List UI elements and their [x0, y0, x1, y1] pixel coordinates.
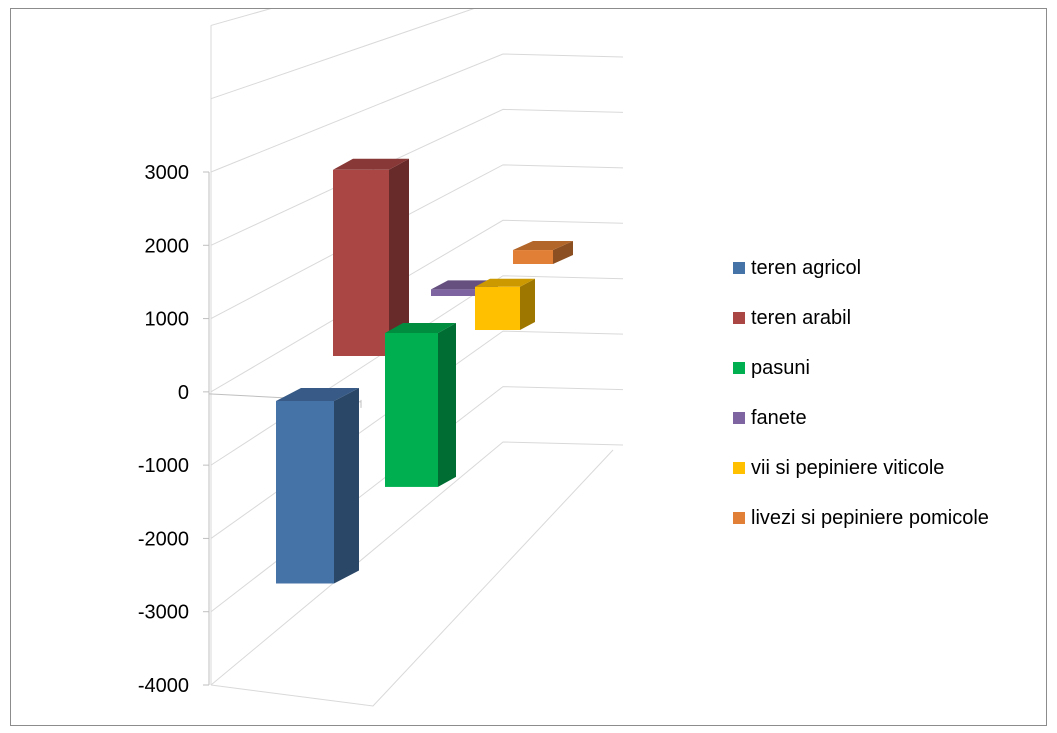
floor-edge: [210, 449, 614, 707]
bar-top: [385, 323, 456, 333]
gridline: [210, 108, 624, 246]
legend-label: teren agricol: [751, 256, 862, 279]
bar-side: [334, 388, 359, 584]
value-axis: 3000 2000 1000 0 -1000 -2000 -3000 -4000: [138, 162, 362, 697]
bar-front: [385, 333, 438, 487]
gridline: [210, 219, 624, 393]
bar-teren-arabil: [333, 158, 409, 356]
bars: [276, 158, 573, 584]
bar-pasuni: [385, 323, 456, 487]
legend-item-livezi-si-pepiniere-pomicole: livezi si pepiniere pomicole: [733, 493, 1057, 543]
legend-item-pasuni: pasuni: [733, 343, 1057, 393]
y-tick-label: 3000: [145, 162, 190, 184]
gridline: [210, 9, 272, 26]
bar-vii-si-pepiniere-viticole: [475, 278, 535, 330]
legend-label: fanete: [751, 406, 807, 429]
chart-plot: 3000 2000 1000 0 -1000 -2000 -3000 -4000: [138, 9, 624, 707]
bar-top: [513, 241, 573, 251]
legend: teren agricol teren arabil pasuni fanete…: [733, 243, 1057, 543]
bar-side: [520, 278, 535, 330]
bar-side: [438, 323, 456, 487]
y-tick-label: 2000: [145, 235, 190, 257]
bar-top: [475, 278, 535, 287]
legend-swatch: [733, 362, 745, 374]
y-tick-label: 1000: [145, 309, 190, 331]
bar-side: [553, 241, 573, 264]
y-tick-label: -1000: [138, 455, 189, 477]
bar-front: [333, 169, 389, 356]
gridline: [210, 53, 624, 173]
bar-front: [276, 401, 334, 584]
legend-label: pasuni: [751, 356, 810, 379]
bar-top: [333, 158, 409, 170]
bar-top: [276, 388, 359, 401]
legend-label: teren arabil: [751, 306, 852, 329]
chart-area: 3000 2000 1000 0 -1000 -2000 -3000 -4000 teren …: [10, 8, 1047, 726]
y-tick-label: -4000: [138, 675, 189, 697]
legend-item-teren-agricol: teren agricol: [733, 243, 1057, 293]
gridline: [210, 9, 475, 100]
y-tick-label: -2000: [138, 528, 189, 550]
bar-front: [475, 286, 520, 330]
legend-item-teren-arabil: teren arabil: [733, 293, 1057, 343]
legend-swatch: [733, 262, 745, 274]
legend-swatch: [733, 312, 745, 324]
legend-swatch: [733, 412, 745, 424]
gridline: [210, 164, 624, 320]
bar-front: [431, 289, 481, 296]
legend-item-vii-si-pepiniere-viticole: vii si pepiniere viticole: [733, 443, 1057, 493]
legend-swatch: [733, 462, 745, 474]
bar-front: [513, 250, 553, 264]
bar-side: [389, 158, 409, 356]
bar-teren-agricol: [276, 388, 359, 584]
gridline: [210, 441, 624, 686]
legend-label: livezi si pepiniere pomicole: [751, 506, 989, 529]
bar-livezi-si-pepiniere-pomicole: [513, 241, 573, 264]
legend-swatch: [733, 512, 745, 524]
legend-item-fanete: fanete: [733, 393, 1057, 443]
legend-label: vii si pepiniere viticole: [751, 456, 945, 479]
y-tick-label: 0: [178, 382, 189, 404]
y-tick-label: -3000: [138, 602, 189, 624]
